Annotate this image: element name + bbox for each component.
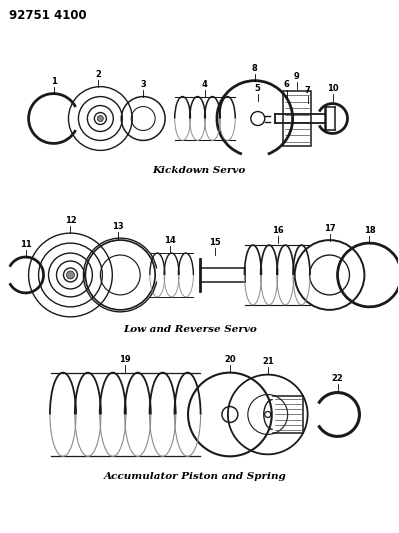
Text: 21: 21 — [262, 357, 274, 366]
Text: 18: 18 — [363, 226, 375, 235]
Text: 17: 17 — [324, 224, 335, 233]
Text: 5: 5 — [255, 84, 261, 93]
Text: 10: 10 — [327, 84, 338, 93]
Text: 20: 20 — [224, 354, 236, 364]
Text: 4: 4 — [202, 79, 208, 88]
Text: 19: 19 — [119, 354, 131, 364]
Text: Kickdown Servo: Kickdown Servo — [152, 166, 246, 175]
Text: 13: 13 — [113, 222, 124, 231]
Text: 14: 14 — [164, 236, 176, 245]
Text: 2: 2 — [95, 70, 101, 79]
Bar — [283, 91, 310, 146]
Text: Accumulator Piston and Spring: Accumulator Piston and Spring — [104, 472, 286, 481]
Text: 16: 16 — [272, 226, 284, 235]
Text: 92751 4100: 92751 4100 — [9, 9, 86, 22]
Text: 11: 11 — [20, 240, 32, 249]
Text: 8: 8 — [252, 63, 258, 72]
Circle shape — [67, 271, 75, 279]
Text: 12: 12 — [65, 216, 76, 225]
Text: 7: 7 — [305, 86, 310, 94]
Circle shape — [97, 116, 103, 122]
Text: 22: 22 — [332, 374, 344, 383]
Text: 15: 15 — [209, 238, 221, 247]
Text: 9: 9 — [294, 71, 300, 80]
Text: 3: 3 — [140, 79, 146, 88]
Text: 1: 1 — [51, 77, 56, 86]
Text: 6: 6 — [284, 79, 290, 88]
Text: Low and Reverse Servo: Low and Reverse Servo — [123, 325, 257, 334]
